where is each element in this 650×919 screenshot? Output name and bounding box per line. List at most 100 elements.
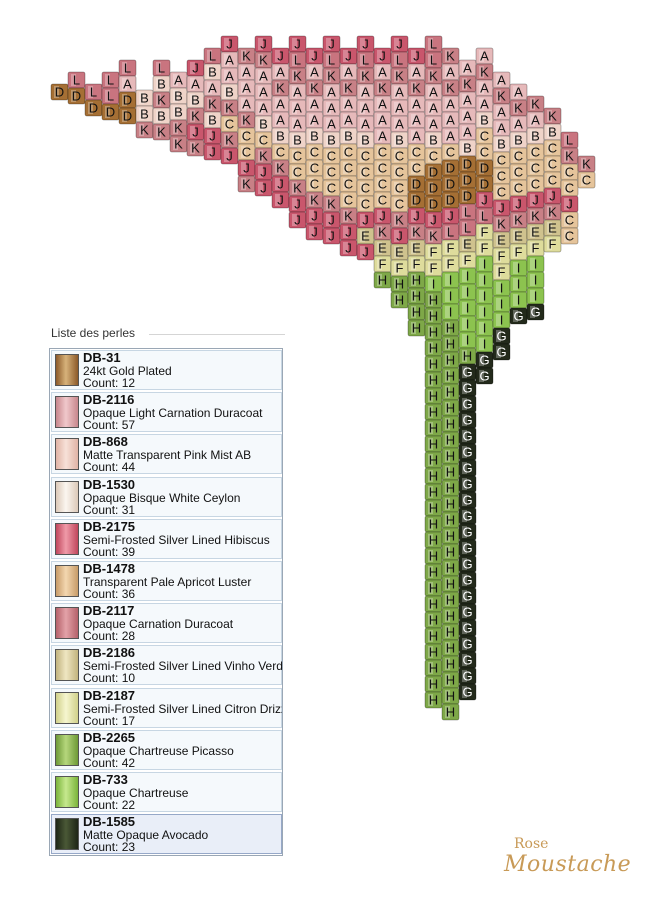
bead-cell: B <box>203 111 222 129</box>
svg-text:D: D <box>446 193 455 208</box>
bead-cell: J <box>356 211 375 229</box>
bead-cell: H <box>441 575 460 593</box>
bead-cell: A <box>492 71 511 89</box>
svg-text:C: C <box>497 153 506 168</box>
bead-list-item[interactable]: DB-733 Opaque Chartreuse Count: 22 <box>51 772 282 812</box>
bead-cell: J <box>407 47 426 65</box>
bead-count: Count: 44 <box>83 460 136 475</box>
bead-cell: E <box>458 235 477 253</box>
bead-cell: H <box>441 335 460 353</box>
svg-text:H: H <box>446 497 455 512</box>
bead-cell: D <box>50 83 69 101</box>
bead-cell: L <box>84 83 103 101</box>
bead-cell: G <box>458 395 477 413</box>
svg-text:A: A <box>208 81 217 96</box>
bead-cell: K <box>577 155 596 173</box>
bead-cell: A <box>492 103 511 121</box>
svg-text:K: K <box>208 97 217 112</box>
bead-list-item[interactable]: DB-868 Matte Transparent Pink Mist AB Coun… <box>51 434 282 475</box>
bead-cell: F <box>526 239 545 257</box>
svg-text:L: L <box>464 205 471 220</box>
bead-cell: A <box>237 79 256 97</box>
bead-cell: F <box>424 243 443 261</box>
bead-cell: H <box>424 291 443 309</box>
bead-cell: A <box>407 63 426 81</box>
svg-text:A: A <box>344 113 353 128</box>
svg-text:H: H <box>429 453 438 468</box>
bead-swatch <box>55 776 79 808</box>
bead-count: Count: 28 <box>83 629 136 644</box>
bead-cell: H <box>390 291 409 309</box>
svg-text:G: G <box>462 445 472 460</box>
bead-cell: L <box>322 51 341 69</box>
svg-text:C: C <box>276 145 285 160</box>
svg-text:I: I <box>483 337 487 352</box>
svg-text:C: C <box>480 129 489 144</box>
svg-text:C: C <box>361 165 370 180</box>
svg-text:J: J <box>209 145 216 160</box>
bead-list-item[interactable]: DB-1478 Transparent Pale Apricot Luster Co… <box>51 561 282 601</box>
bead-code: DB-2187 <box>83 687 136 703</box>
svg-text:H: H <box>412 321 421 336</box>
bead-cell: G <box>458 523 477 541</box>
bead-list-item[interactable]: DB-2175 Semi-Frosted Silver Lined Hibiscu… <box>51 518 282 559</box>
bead-cell: J <box>186 59 205 77</box>
bead-list-item[interactable]: DB-2116 Opaque Light Carnation Duracoat Co… <box>51 392 282 433</box>
bead-cell: B <box>254 115 273 133</box>
bead-cell: K <box>220 99 239 117</box>
svg-text:J: J <box>328 37 335 52</box>
svg-text:A: A <box>293 85 302 100</box>
svg-text:D: D <box>429 197 438 212</box>
bead-cell: B <box>424 131 443 149</box>
svg-text:L: L <box>294 53 301 68</box>
svg-text:H: H <box>412 289 421 304</box>
bead-code: DB-2116 <box>83 392 135 408</box>
svg-text:D: D <box>429 181 438 196</box>
bead-list[interactable]: DB-31 24kt Gold Plated Count: 12 DB-2116 Opa… <box>49 348 283 856</box>
svg-text:B: B <box>191 93 200 108</box>
bead-list-item[interactable]: DB-2117 Opaque Carnation Duracoat Count: 2… <box>51 603 282 644</box>
svg-text:J: J <box>396 37 403 52</box>
svg-text:D: D <box>463 173 472 188</box>
bead-cell: L <box>288 51 307 69</box>
bead-swatch <box>55 565 79 597</box>
bead-cell: H <box>441 671 460 689</box>
bead-cell: G <box>509 307 528 325</box>
bead-cell: I <box>509 291 528 309</box>
bead-cell: K <box>220 131 239 149</box>
bead-list-item[interactable]: DB-31 24kt Gold Plated Count: 12 <box>51 350 282 390</box>
svg-text:B: B <box>480 113 489 128</box>
bead-cell: D <box>475 159 494 177</box>
svg-text:A: A <box>361 85 370 100</box>
bead-list-item[interactable]: DB-2265 Opaque Chartreuse Picasso Count: 4… <box>51 729 282 770</box>
svg-text:F: F <box>498 249 506 264</box>
bead-cell: C <box>390 147 409 165</box>
bead-cell: F <box>373 255 392 273</box>
bead-list-item[interactable]: DB-1530 Opaque Bisque White Ceylon Count: … <box>51 476 282 517</box>
svg-text:B: B <box>361 133 370 148</box>
svg-text:I: I <box>517 277 521 292</box>
svg-text:H: H <box>446 625 455 640</box>
svg-text:C: C <box>378 145 387 160</box>
bead-cell: G <box>458 379 477 397</box>
bead-cell: C <box>526 159 545 177</box>
svg-text:K: K <box>429 69 438 84</box>
bead-cell: J <box>305 207 324 225</box>
svg-text:G: G <box>462 669 472 684</box>
bead-list-item[interactable]: DB-2187 Semi-Frosted Silver Lined Citron … <box>51 687 282 728</box>
bead-cell: H <box>424 531 443 549</box>
bead-cell: D <box>458 187 477 205</box>
svg-text:B: B <box>140 91 149 106</box>
svg-text:C: C <box>395 181 404 196</box>
bead-cell: H <box>441 607 460 625</box>
bead-list-item[interactable]: DB-2186 Semi-Frosted Silver Lined Vinho V… <box>51 645 282 686</box>
bead-cell: A <box>509 83 528 101</box>
svg-text:K: K <box>327 197 336 212</box>
bead-cell: J <box>407 207 426 225</box>
svg-text:J: J <box>413 209 420 224</box>
svg-text:J: J <box>345 241 352 256</box>
bead-cell: H <box>424 339 443 357</box>
bead-cell: K <box>492 215 511 233</box>
bead-list-item[interactable]: DB-1585 Matte Opaque Avocado Count: 23 <box>51 814 282 855</box>
svg-text:D: D <box>89 101 98 116</box>
